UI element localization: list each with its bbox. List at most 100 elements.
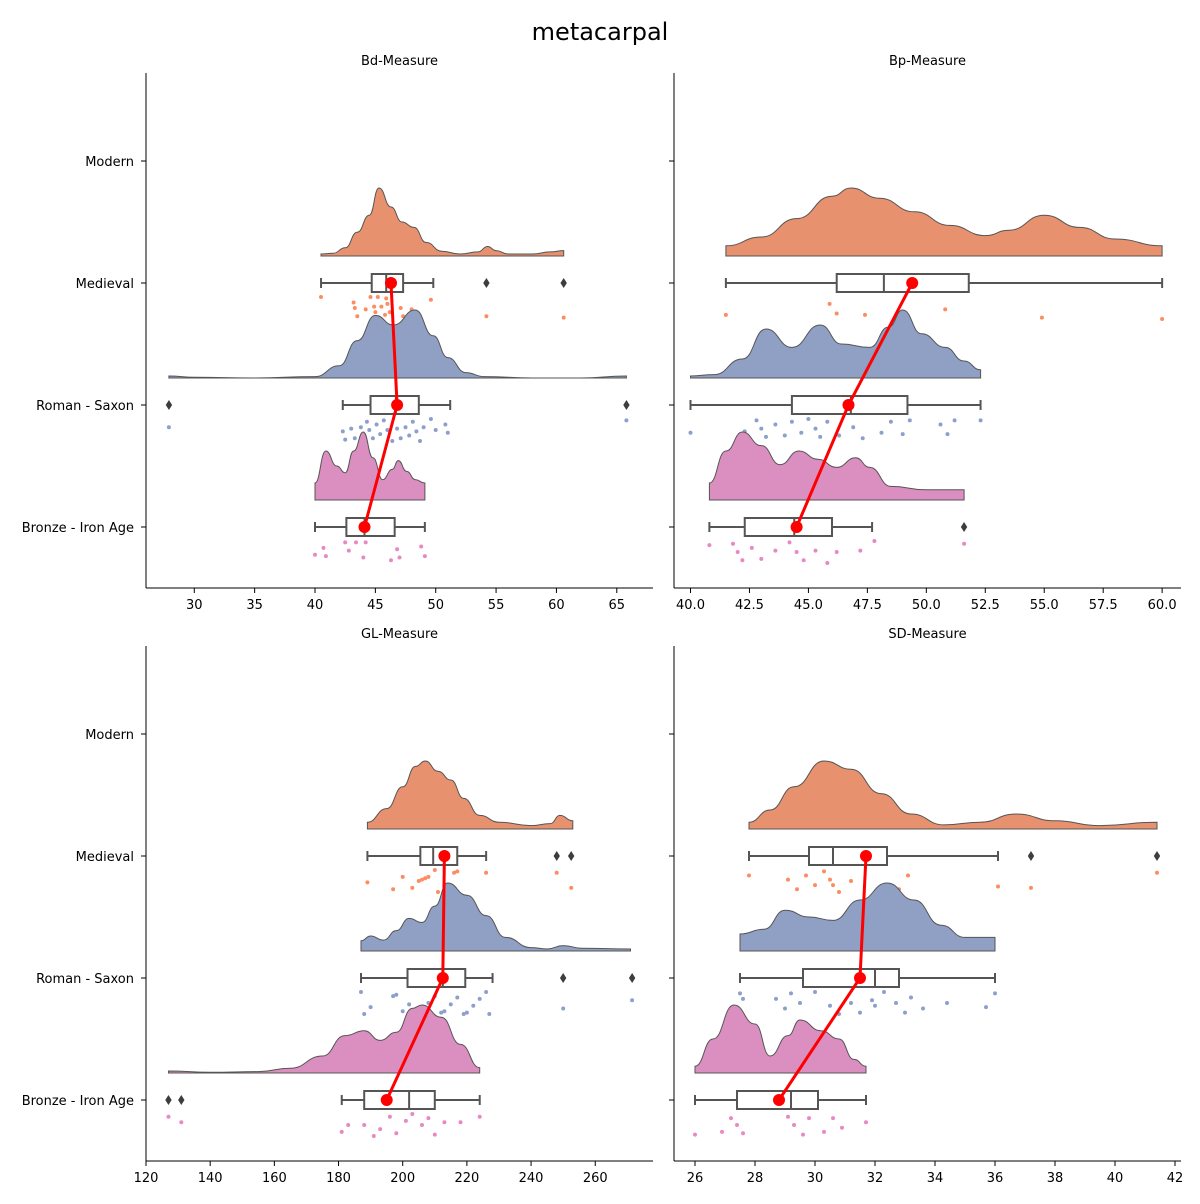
x-tick-label: 47.5: [853, 598, 882, 613]
rain-point: [477, 996, 482, 1001]
rain-point: [813, 883, 817, 888]
rain-point: [362, 1012, 367, 1016]
rain-point: [804, 873, 808, 878]
rain-point: [452, 870, 457, 875]
density-cloud: [366, 760, 574, 830]
rain-point: [1029, 885, 1033, 890]
rain-point: [873, 1003, 877, 1008]
rain-point: [461, 1012, 466, 1016]
density-cloud: [360, 882, 631, 952]
rain-point: [735, 1123, 739, 1127]
rain-point: [993, 991, 997, 996]
rain-point: [448, 1002, 453, 1007]
outlier-marker: [165, 1095, 172, 1105]
density-cloud: [320, 187, 565, 257]
rain-point: [831, 1116, 835, 1121]
rain-point: [391, 994, 396, 999]
rain-point: [420, 1123, 424, 1127]
rain-point: [166, 425, 171, 430]
rain-point: [351, 300, 356, 305]
x-tick-label: 200: [390, 1171, 415, 1186]
rain-point: [321, 545, 326, 550]
y-tick-label: Medieval: [76, 850, 134, 865]
rain-point: [432, 868, 437, 872]
rain-point: [795, 887, 799, 892]
rain-point: [378, 432, 383, 437]
density-cloud: [314, 431, 426, 501]
group-medieval: [723, 187, 1165, 321]
rain-point: [749, 545, 754, 550]
rain-point: [624, 418, 629, 423]
group-medieval: [319, 187, 567, 321]
rain-point: [359, 990, 363, 994]
rain-point: [783, 1006, 787, 1011]
rain-point: [849, 1001, 853, 1005]
box-iqr: [345, 517, 396, 537]
rain-point: [313, 552, 317, 557]
rain-point: [786, 1114, 790, 1119]
rain-point: [397, 555, 402, 560]
rain-point: [952, 418, 957, 423]
rain-point: [907, 418, 912, 423]
rain-point: [741, 996, 745, 1001]
rain-point: [822, 869, 826, 874]
y-tick-label: Medieval: [76, 277, 134, 292]
rain-point: [813, 990, 817, 994]
rain-point: [813, 426, 818, 431]
rain-point: [938, 422, 943, 427]
x-tick-label: 40: [1107, 1171, 1124, 1186]
rain-point: [723, 312, 728, 317]
rain-point: [442, 1120, 447, 1125]
rain-point: [455, 869, 460, 874]
rain-point: [729, 1116, 733, 1121]
rain-point: [418, 439, 422, 443]
rain-point: [789, 991, 793, 996]
rain-point: [414, 429, 419, 434]
rain-point: [731, 541, 735, 546]
rain-point: [945, 432, 950, 437]
rain-point: [410, 1112, 415, 1116]
outlier-marker: [960, 522, 968, 532]
x-tick-label: 140: [198, 1171, 223, 1186]
rain-point: [166, 1114, 171, 1119]
rain-point: [400, 874, 405, 879]
rain-point: [383, 312, 387, 317]
rain-point: [362, 1123, 367, 1127]
x-tick-label: 60: [548, 598, 565, 613]
rain-point: [339, 1129, 344, 1134]
mean-point: [854, 972, 866, 984]
outlier-marker: [560, 278, 567, 288]
rain-point: [840, 1125, 844, 1130]
rain-point: [442, 1009, 447, 1014]
rain-point: [428, 297, 433, 302]
rain-point: [882, 990, 886, 994]
rain-point: [364, 419, 369, 424]
group-bronze-iron-age: [313, 431, 427, 563]
group-medieval: [365, 760, 575, 894]
rain-point: [421, 425, 426, 430]
rain-point: [371, 1134, 376, 1138]
rain-point: [860, 436, 865, 441]
mean-point: [358, 521, 371, 533]
rain-point: [398, 436, 403, 441]
x-tick-label: 60.0: [1148, 598, 1177, 613]
figure-title: metacarpal: [531, 18, 669, 46]
rain-point: [688, 430, 693, 435]
rain-point: [834, 550, 839, 554]
box-iqr: [363, 1090, 436, 1110]
rain-point: [407, 1002, 412, 1007]
outlier-marker: [483, 278, 490, 288]
rain-point: [787, 540, 792, 545]
rain-point: [419, 544, 424, 549]
rain-point: [827, 301, 832, 306]
x-tick-label: 160: [262, 1171, 287, 1186]
rain-point: [818, 434, 823, 439]
rain-point: [801, 558, 806, 563]
rain-point: [391, 887, 396, 892]
rain-point: [561, 1006, 566, 1011]
rain-point: [849, 879, 853, 883]
rain-point: [735, 550, 740, 554]
rain-point: [368, 1005, 373, 1010]
outlier-marker: [628, 973, 636, 983]
